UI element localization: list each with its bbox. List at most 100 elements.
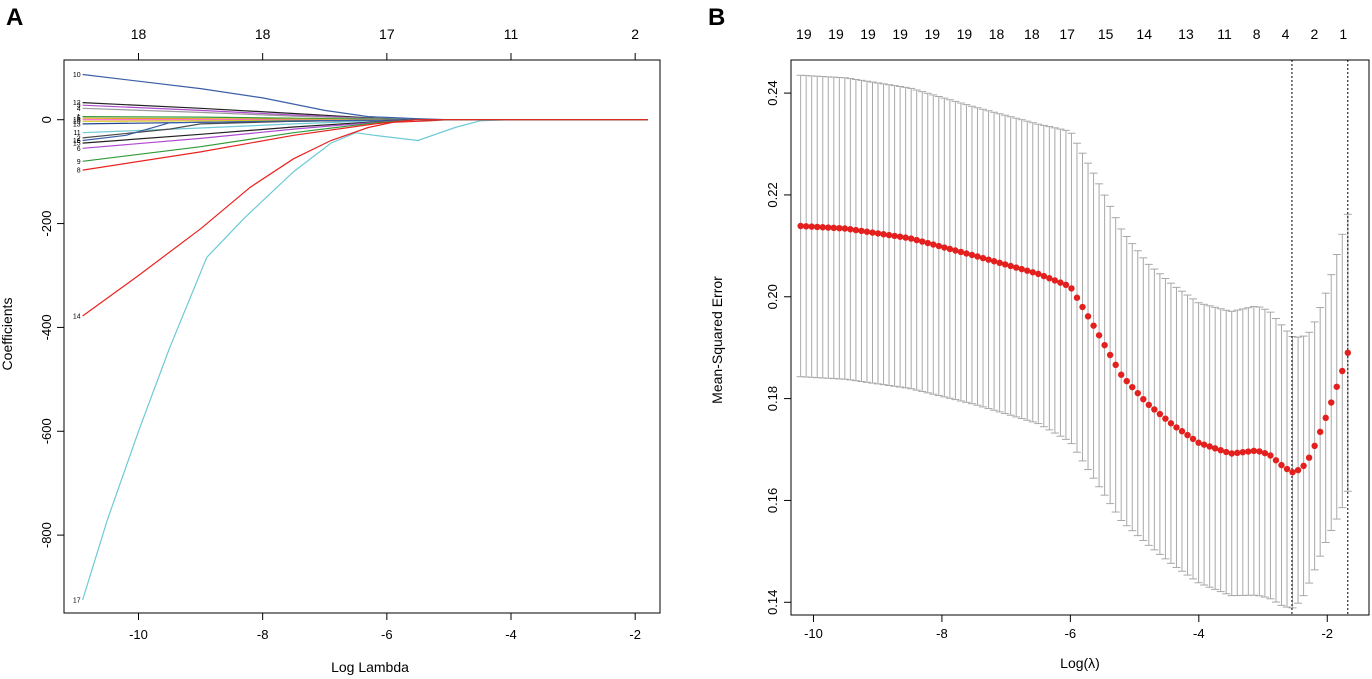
mse-point	[874, 230, 882, 237]
coef-path-label-17: 17	[73, 598, 81, 605]
mse-point	[1261, 449, 1269, 457]
mse-point	[1156, 410, 1164, 418]
mse-point	[891, 232, 898, 240]
x-tick-label: -8	[257, 627, 269, 642]
mse-point	[852, 226, 860, 234]
top-tick-label: 2	[631, 26, 639, 42]
mse-point	[919, 238, 926, 245]
mse-point	[968, 251, 976, 259]
mse-point	[924, 239, 931, 247]
coef-path-11	[82, 119, 648, 134]
mse-point	[1228, 450, 1235, 457]
mse-point	[814, 223, 821, 231]
mse-point	[913, 236, 920, 244]
mse-point	[797, 222, 804, 230]
panel-a-x-label: Log Lambda	[331, 659, 409, 675]
mse-point	[941, 244, 948, 251]
mse-point	[1073, 294, 1081, 301]
mse-point	[979, 254, 987, 262]
y-tick-label: 0.20	[765, 284, 780, 309]
coef-path-label-8: 8	[77, 168, 81, 175]
mse-point	[847, 226, 854, 233]
mse-point	[1167, 420, 1175, 427]
mse-point	[1018, 265, 1025, 273]
coef-path-10	[82, 73, 648, 121]
mse-point	[1245, 448, 1252, 455]
mse-point	[1079, 303, 1086, 311]
top-tick-label: 18	[255, 26, 271, 42]
mse-point	[974, 253, 981, 260]
mse-point	[896, 233, 904, 240]
coef-path-label-12: 12	[73, 100, 81, 107]
panel-b-mse-points	[797, 222, 1352, 476]
mse-point	[880, 231, 887, 238]
top-axis-label: 15	[1098, 26, 1114, 42]
mse-point	[1195, 439, 1202, 446]
coef-path-label-13: 13	[73, 121, 81, 128]
mse-point	[1300, 462, 1307, 470]
coef-path-label-14: 14	[73, 313, 81, 320]
top-axis-label: 8	[1253, 26, 1261, 42]
top-axis-label: 19	[828, 26, 844, 42]
mse-point	[935, 242, 943, 250]
mse-point	[946, 245, 954, 253]
mse-point	[1134, 389, 1141, 397]
mse-point	[1267, 452, 1274, 459]
mse-point	[1311, 442, 1318, 450]
panel-a-x-axis: -10 -8 -6 -4 -2	[129, 612, 641, 642]
panel-a-coefficient-paths	[82, 73, 648, 601]
top-tick-label: 17	[379, 26, 395, 42]
y-tick-label: 0.18	[765, 386, 780, 411]
coef-path-8	[82, 119, 648, 171]
mse-point	[802, 223, 810, 230]
mse-point	[1305, 454, 1313, 461]
panel-a-y-axis: 0 -200 -400 -600 -800	[39, 116, 65, 548]
coef-path-label-1: 1	[77, 114, 81, 121]
panel-a-label: A	[6, 4, 23, 31]
mse-point	[885, 231, 893, 239]
coef-path-14	[82, 119, 648, 317]
mse-point	[869, 229, 876, 236]
top-axis-label: 18	[989, 26, 1005, 42]
mse-point	[907, 235, 915, 242]
mse-point	[1084, 313, 1092, 320]
mse-point	[1068, 285, 1075, 292]
coef-path-label-5: 5	[77, 116, 81, 123]
mse-point	[1112, 361, 1119, 369]
mse-point	[863, 228, 871, 235]
coef-path-label-2: 2	[77, 135, 81, 142]
panel-b-x-axis: -10 -8 -6 -4 -2	[804, 614, 1333, 641]
mse-point	[1057, 279, 1064, 286]
panel-b-label: B	[708, 4, 725, 31]
top-axis-label: 2	[1311, 26, 1319, 42]
mse-point	[841, 225, 849, 232]
y-tick-label: 0	[39, 116, 54, 123]
mse-point	[1117, 371, 1125, 378]
mse-point	[1162, 415, 1169, 422]
mse-point	[1333, 383, 1340, 390]
x-tick-label: -10	[804, 626, 823, 641]
mse-point	[952, 247, 959, 254]
mse-point	[963, 250, 970, 257]
mse-point	[985, 256, 992, 263]
mse-point	[1217, 446, 1224, 454]
coef-path-label-11: 11	[73, 130, 80, 137]
mse-point	[1090, 322, 1097, 329]
top-tick-label: 11	[504, 26, 519, 42]
mse-point	[1189, 435, 1197, 443]
x-tick-label: -4	[505, 627, 517, 642]
panel-b-error-bars	[796, 74, 1352, 609]
x-tick-label: -4	[1193, 626, 1205, 641]
coef-path-label-16: 16	[73, 138, 81, 145]
top-axis-label: 19	[957, 26, 973, 42]
mse-point	[1206, 443, 1213, 450]
mse-point	[830, 224, 837, 232]
mse-point	[1294, 466, 1302, 474]
mse-point	[1151, 406, 1158, 413]
mse-point	[1106, 351, 1114, 359]
top-axis-label: 11	[1217, 26, 1232, 42]
y-tick-label: 0.22	[765, 182, 780, 207]
mse-point	[1062, 281, 1070, 289]
